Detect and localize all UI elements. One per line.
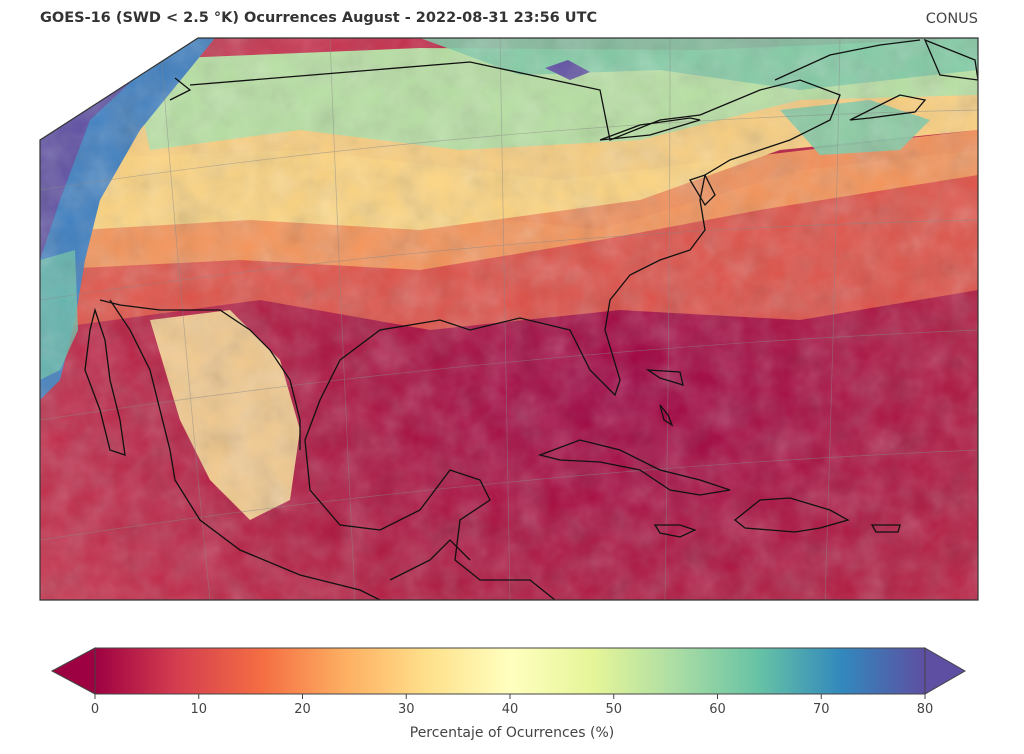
colorbar-ticks <box>94 694 926 699</box>
region-label: CONUS <box>925 11 978 27</box>
map-frame <box>39 37 979 601</box>
colorbar-tick-label: 70 <box>812 702 830 717</box>
colorbar-tick-label: 0 <box>90 702 100 717</box>
colorbar-extend-min <box>50 647 96 695</box>
colorbar-gradient <box>94 647 926 695</box>
colorbar <box>50 647 967 699</box>
graticule <box>40 38 978 600</box>
colorbar-tick-label: 60 <box>709 702 726 717</box>
colorbar-tick-label: 40 <box>501 702 519 717</box>
colorbar-tick-label: 30 <box>397 702 415 717</box>
coastlines <box>84 38 978 600</box>
colorbar-extend-max <box>924 647 967 695</box>
colorbar-tick-label: 10 <box>190 702 208 717</box>
map-title: GOES-16 (SWD < 2.5 °K) Ocurrences August… <box>40 10 598 26</box>
colorbar-tick-label: 50 <box>605 702 623 717</box>
data-field <box>40 38 978 600</box>
colorbar-label: Percentaje of Ocurrences (%) <box>409 725 615 741</box>
colorbar-tick-label: 80 <box>916 702 934 717</box>
colorbar-tick-label: 20 <box>294 702 311 717</box>
